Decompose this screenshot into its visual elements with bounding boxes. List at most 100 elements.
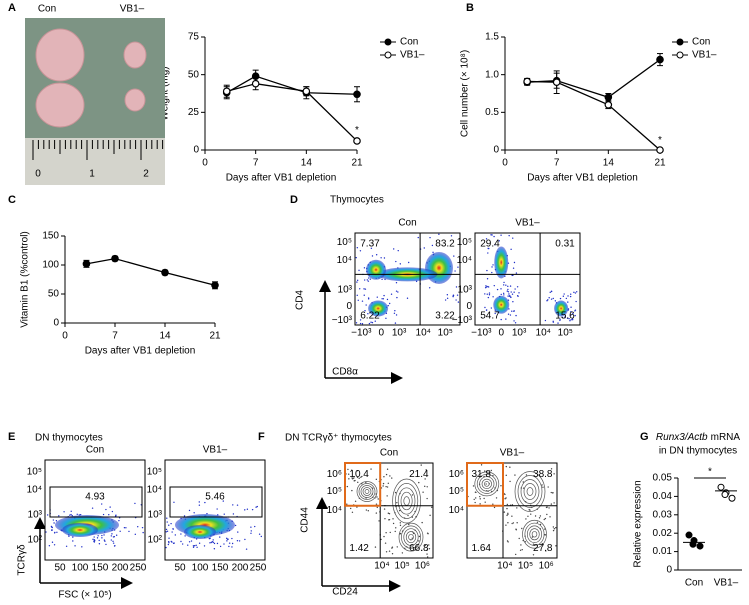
y-tick-label: 10⁶ <box>449 469 464 480</box>
event-dot <box>500 318 502 321</box>
event-dot <box>105 508 107 511</box>
event-dot <box>500 288 502 290</box>
event-dot <box>353 480 355 482</box>
legend-label: VB1– <box>692 50 717 61</box>
event-dot <box>426 549 428 551</box>
event-dot <box>358 477 360 480</box>
event-dot <box>552 297 554 300</box>
y-axis-label: TCRγδ <box>17 544 28 576</box>
event-dot <box>521 548 523 551</box>
event-dot <box>429 514 431 517</box>
y-tick-label: 1.0 <box>485 69 499 80</box>
event-dot <box>491 234 493 236</box>
event-dot <box>562 295 565 297</box>
event-dot <box>455 286 458 288</box>
event-dot <box>397 249 399 252</box>
event-dot <box>391 547 393 549</box>
event-dot <box>367 313 369 315</box>
event-dot <box>557 322 559 324</box>
event-dot <box>123 527 126 529</box>
event-dot <box>188 541 191 543</box>
event-dot <box>575 300 577 303</box>
point <box>353 137 361 145</box>
title-gene: Runx3/Actb <box>656 432 708 443</box>
event-dot <box>511 522 513 525</box>
point <box>728 494 736 502</box>
event-dot <box>572 312 574 315</box>
event-dot <box>546 300 548 302</box>
y-tick-label: 10⁴ <box>449 505 464 516</box>
event-dot <box>254 525 256 528</box>
x-tick-label: 10⁵ <box>395 561 410 572</box>
event-dot <box>386 298 389 301</box>
event-dot <box>170 540 172 543</box>
x-tick-label: 10⁵ <box>438 328 453 339</box>
event-dot <box>212 541 215 544</box>
event-dot <box>552 492 554 494</box>
event-dot <box>431 244 434 247</box>
panel-label: C <box>8 194 16 206</box>
quadrant-value: 3.22 <box>435 310 455 321</box>
series-line <box>86 257 216 286</box>
event-dot <box>507 513 509 516</box>
event-dot <box>363 267 366 269</box>
event-dot <box>525 474 528 476</box>
event-dot <box>383 294 385 297</box>
event-dot <box>137 525 139 528</box>
contour <box>398 522 424 552</box>
y-tick-label: 10⁵ <box>327 486 342 497</box>
event-dot <box>545 550 547 552</box>
event-dot <box>408 523 410 526</box>
event-dot <box>216 542 219 545</box>
event-dot <box>504 498 506 500</box>
event-dot <box>174 534 177 536</box>
event-dot <box>109 506 111 508</box>
event-dot <box>366 279 368 281</box>
event-dot <box>223 543 225 545</box>
event-dot <box>349 507 352 510</box>
event-dot <box>567 308 570 310</box>
event-dot <box>93 540 95 542</box>
event-dot <box>509 466 511 468</box>
event-dot <box>479 503 481 505</box>
point <box>656 55 664 64</box>
event-dot <box>97 535 99 537</box>
event-dot <box>385 485 387 488</box>
event-dot <box>167 543 170 546</box>
event-dot <box>505 465 508 468</box>
point <box>251 79 260 88</box>
event-dot <box>507 313 510 315</box>
series-line <box>527 59 661 98</box>
x-tick-label: 250 <box>130 563 147 574</box>
event-dot <box>490 469 493 472</box>
event-dot <box>69 514 71 516</box>
contour <box>484 481 490 487</box>
highlight-gate <box>344 462 382 507</box>
event-dot <box>552 321 555 323</box>
event-dot <box>498 240 500 242</box>
x-axis-label: CD24 <box>332 587 358 598</box>
event-dot <box>424 544 426 547</box>
event-dot <box>359 250 362 252</box>
event-dot <box>110 535 113 537</box>
event-dot <box>574 292 577 294</box>
event-dot <box>496 288 499 291</box>
event-dot <box>555 545 557 547</box>
event-dot <box>518 292 520 294</box>
event-dot <box>351 511 354 513</box>
event-dot <box>196 546 198 548</box>
point <box>353 90 361 99</box>
contour <box>397 487 416 515</box>
contour <box>476 473 497 494</box>
point <box>222 87 231 96</box>
contour <box>358 483 376 500</box>
event-dot <box>515 314 517 317</box>
event-dot <box>516 286 519 288</box>
event-dot <box>383 476 385 478</box>
event-dot <box>388 513 391 515</box>
event-dot <box>514 288 516 290</box>
x-axis-label: FSC (× 10⁵) <box>58 590 111 601</box>
event-dot <box>98 543 101 545</box>
event-dot <box>387 304 389 307</box>
